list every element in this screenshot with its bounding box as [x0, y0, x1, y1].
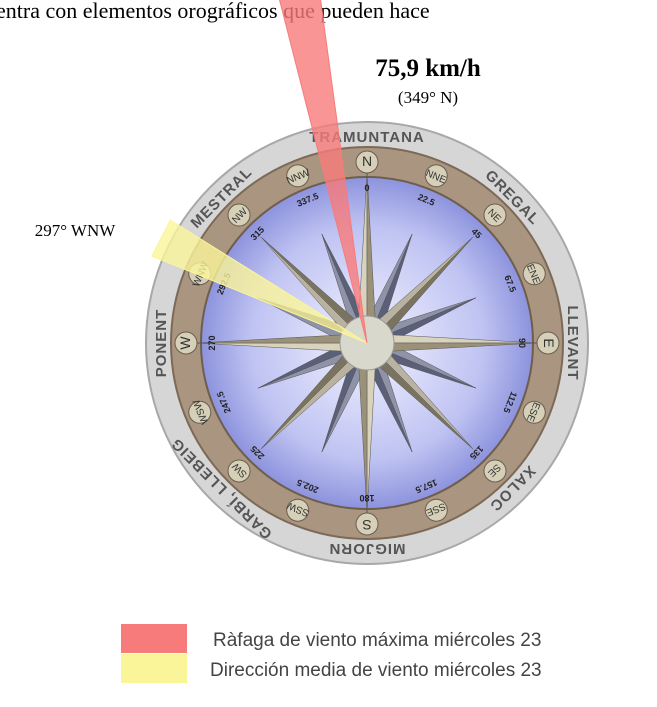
degree-label: 180 — [359, 493, 374, 503]
gust-speed: 75,9 km/h — [375, 55, 481, 82]
mean-direction: 297° WNW — [35, 221, 117, 240]
page: entra con elementos orográficos que pued… — [0, 0, 657, 707]
wind-label: LLEVANT — [564, 305, 581, 380]
legend-label: Ràfaga de viento máxima miércoles 23 — [213, 630, 541, 651]
point-badge: W — [175, 332, 197, 354]
legend-swatch — [121, 654, 187, 683]
wind-group: MIGJORN — [328, 540, 405, 557]
wind-group: LLEVANT — [564, 305, 581, 380]
degree-label: 90 — [517, 338, 527, 348]
legend-swatch — [121, 624, 187, 653]
point-label: S — [362, 517, 371, 533]
degree-group: 180 — [359, 493, 374, 503]
point-label: W — [177, 336, 193, 350]
degree-group: 0 — [364, 183, 369, 193]
point-badge: E — [537, 332, 559, 354]
degree-label: 270 — [207, 335, 217, 350]
gust-direction: (349° N) — [398, 88, 458, 107]
point-badge: N — [356, 151, 378, 173]
header-text: entra con elementos orográficos que pued… — [0, 0, 430, 23]
wind-label: PONENT — [153, 309, 170, 378]
degree-group: 270 — [207, 335, 217, 350]
legend: Ràfaga de viento máxima miércoles 23 Dire… — [121, 624, 542, 683]
point-label: N — [362, 153, 372, 169]
degree-label: 0 — [364, 183, 369, 193]
legend-label: Dirección media de viento miércoles 23 — [210, 660, 542, 681]
point-label: E — [541, 338, 557, 347]
degree-group: 90 — [517, 338, 527, 348]
wind-group: PONENT — [153, 309, 170, 378]
point-badge: S — [356, 513, 378, 535]
wind-label: MIGJORN — [328, 540, 405, 557]
